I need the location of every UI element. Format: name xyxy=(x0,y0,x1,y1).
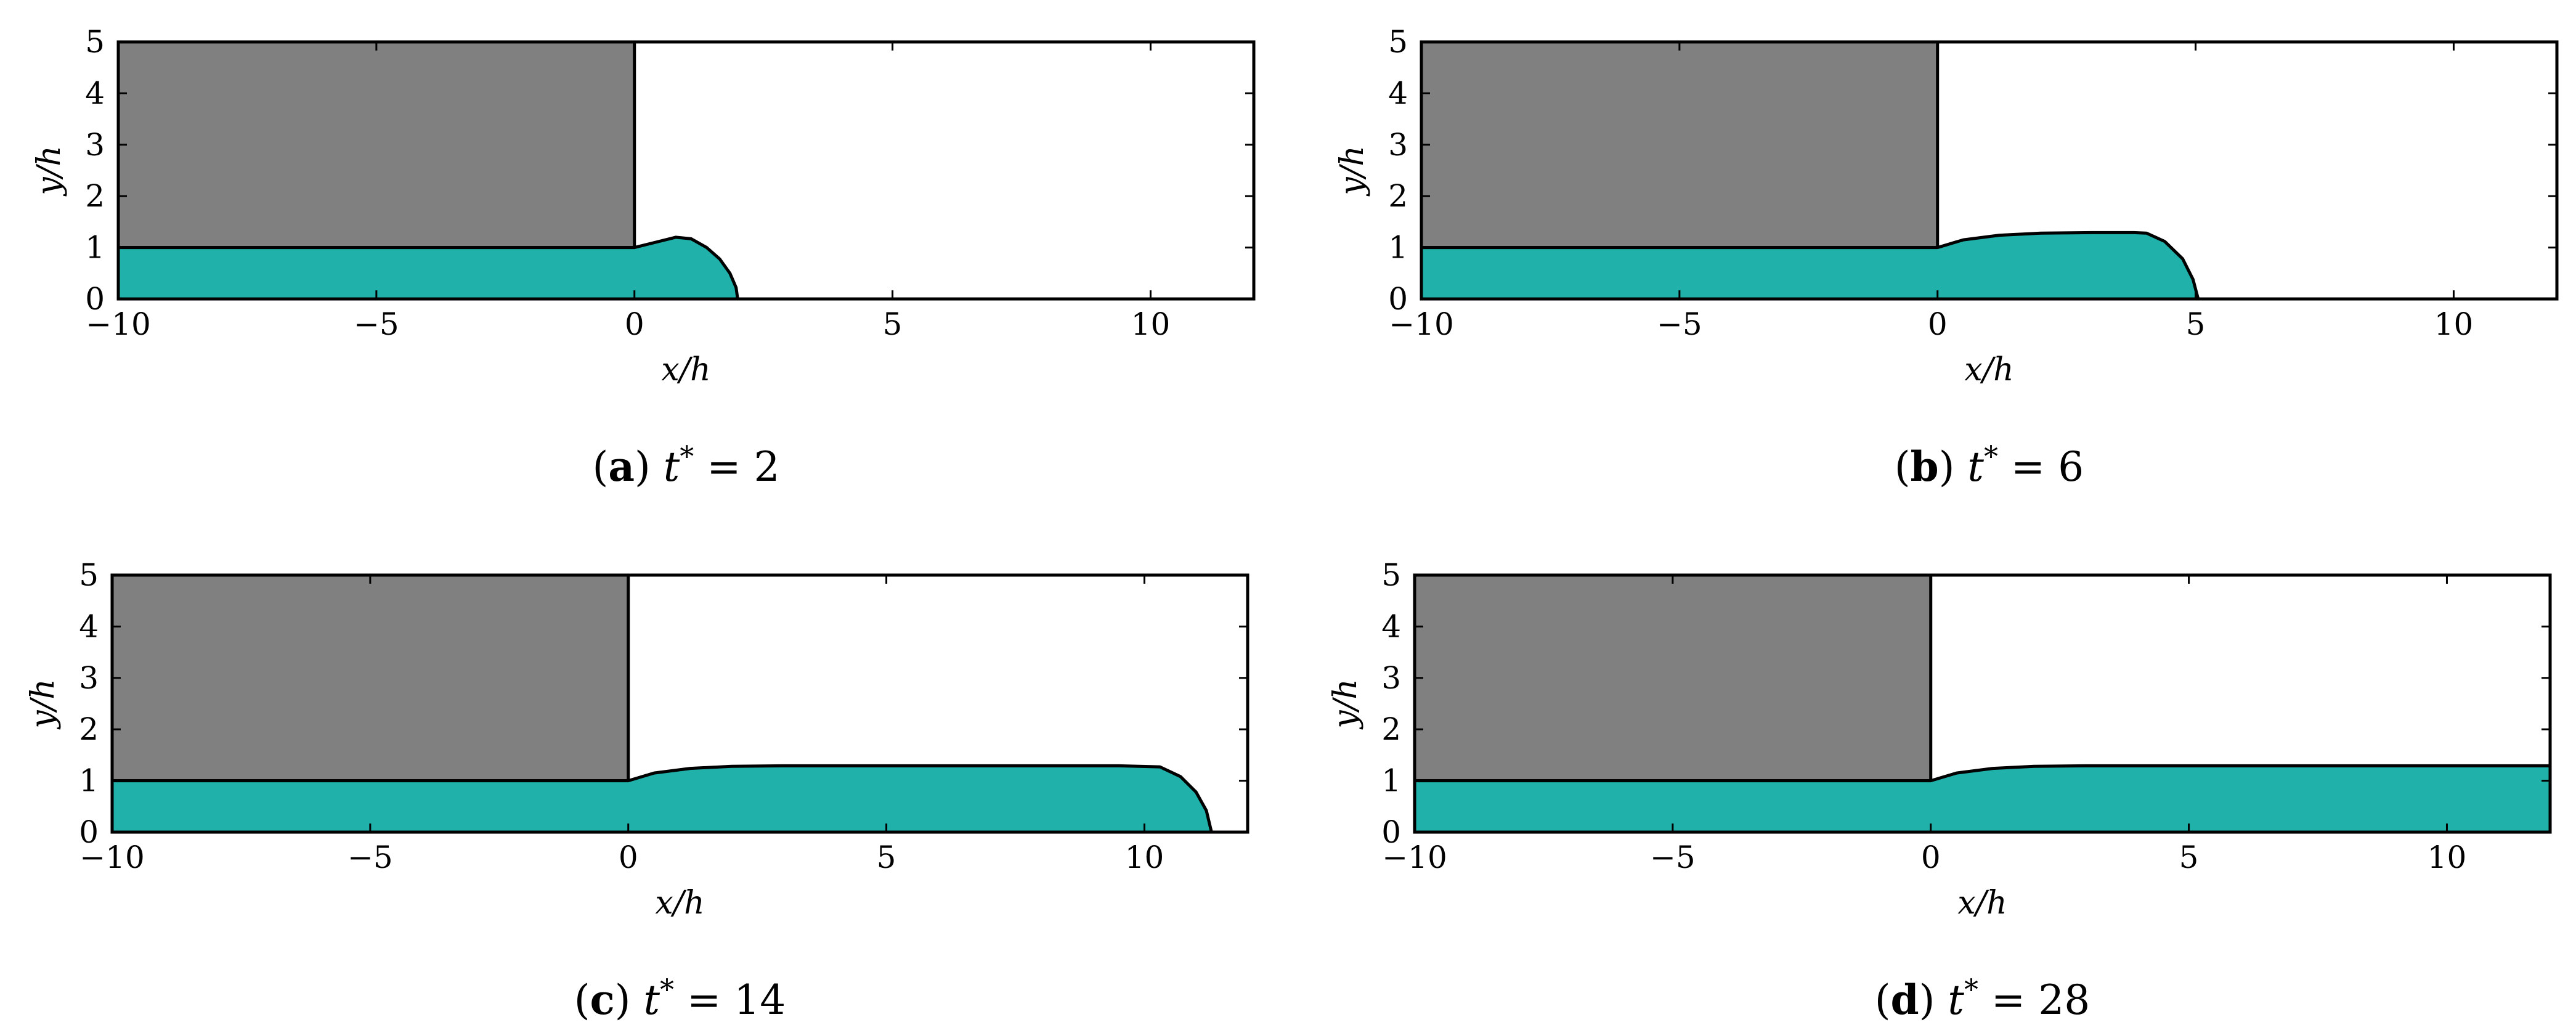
y-tick-label: 5 xyxy=(85,24,105,60)
x-tick-label: 0 xyxy=(625,306,644,342)
caption-part: ) xyxy=(615,976,644,1024)
y-tick-label: 2 xyxy=(85,178,105,214)
y-axis-label: y/h xyxy=(31,145,68,196)
plot-frame xyxy=(1420,40,2559,301)
caption-part: ( xyxy=(1875,976,1891,1024)
panel-d: −10 −5 0 5 10 0 1 2 3 4 5 x/h y/h (d) t* = 28 xyxy=(1327,557,2552,1024)
x-tick-label: −5 xyxy=(354,306,399,342)
panel-caption: (b) t* = 6 xyxy=(1895,439,2084,491)
x-tick-label: 0 xyxy=(1928,306,1948,342)
y-tick-label: 0 xyxy=(1388,281,1408,317)
caption-part: t xyxy=(664,443,680,491)
x-tick-label: 0 xyxy=(1921,840,1941,875)
y-axis-label: y/h xyxy=(1327,679,1364,729)
x-tick-label: 10 xyxy=(2434,306,2474,342)
y-tick-label: 5 xyxy=(79,557,99,593)
caption-part: ) xyxy=(635,443,664,491)
caption-part: ( xyxy=(574,976,590,1024)
x-tick-label: −5 xyxy=(347,840,393,875)
x-tick-label: 5 xyxy=(877,840,896,875)
solid-block xyxy=(1413,573,1933,783)
x-tick-label: −10 xyxy=(1382,840,1447,875)
y-tick-label: 2 xyxy=(1388,178,1408,214)
x-tick-label: 5 xyxy=(2186,306,2206,342)
panel-caption: (c) t* = 14 xyxy=(574,973,786,1024)
x-tick-label: 10 xyxy=(2428,840,2467,875)
y-tick-label: 1 xyxy=(1388,230,1408,266)
caption-part: = 28 xyxy=(1978,976,2090,1024)
x-tick-label: −5 xyxy=(1650,840,1696,875)
solid-block xyxy=(110,573,630,783)
fluid-region xyxy=(116,235,739,301)
y-axis-label: y/h xyxy=(25,679,62,729)
y-tick-label: 0 xyxy=(1381,814,1401,850)
x-tick-label: −5 xyxy=(1657,306,1702,342)
caption-part: ( xyxy=(1895,443,1911,491)
caption-part: = 2 xyxy=(694,443,779,491)
caption-part: * xyxy=(660,973,674,1006)
panel-caption: (a) t* = 2 xyxy=(592,439,779,491)
plot-frame xyxy=(116,40,1256,301)
x-tick-label: 5 xyxy=(2179,840,2199,875)
caption-part: * xyxy=(1984,439,1998,473)
y-tick-label: 4 xyxy=(85,75,105,111)
y-tick-label: 5 xyxy=(1381,557,1401,593)
x-tick-label: 10 xyxy=(1131,306,1171,342)
solid-block xyxy=(1420,40,1940,250)
caption-part: * xyxy=(1964,973,1978,1006)
y-tick-label: 0 xyxy=(85,281,105,317)
y-axis-label: y/h xyxy=(1334,145,1371,196)
caption-part: ( xyxy=(592,443,608,491)
y-tick-label: 1 xyxy=(85,230,105,266)
caption-part: a xyxy=(608,443,635,491)
y-tick-label: 3 xyxy=(1381,660,1401,696)
x-axis-label: x/h xyxy=(1964,351,2013,388)
caption-part: ) xyxy=(1939,443,1968,491)
y-tick-label: 3 xyxy=(1388,127,1408,163)
y-tick-label: 0 xyxy=(79,814,99,850)
x-tick-label: 0 xyxy=(619,840,638,875)
y-tick-label: 1 xyxy=(1381,763,1401,799)
caption-part: c xyxy=(590,976,615,1024)
y-tick-label: 2 xyxy=(79,711,99,747)
plot-frame xyxy=(1413,573,2552,834)
y-tick-label: 4 xyxy=(1388,75,1408,111)
caption-part: t xyxy=(643,976,660,1024)
caption-part: = 14 xyxy=(674,976,786,1024)
panel-c: −10 −5 0 5 10 0 1 2 3 4 5 x/h y/h (c) t* = 14 xyxy=(25,557,1249,1024)
y-tick-label: 3 xyxy=(85,127,105,163)
caption-part: t xyxy=(1967,443,1984,491)
fluid-region xyxy=(110,764,1213,834)
plot-frame xyxy=(110,573,1249,834)
panel-caption: (d) t* = 28 xyxy=(1875,973,2090,1024)
caption-part: ) xyxy=(1919,976,1948,1024)
caption-part: b xyxy=(1911,443,1939,491)
caption-part: * xyxy=(680,439,694,473)
x-axis-label: x/h xyxy=(655,885,704,922)
panel-a: −10 −5 0 5 10 0 1 2 3 4 5 x/h y/h (a) t* = 2 xyxy=(31,24,1256,491)
x-tick-label: −10 xyxy=(86,306,151,342)
caption-part: t xyxy=(1948,976,1964,1024)
y-tick-label: 4 xyxy=(1381,608,1401,644)
y-tick-label: 5 xyxy=(1388,24,1408,60)
y-tick-label: 4 xyxy=(79,608,99,644)
y-tick-label: 3 xyxy=(79,660,99,696)
caption-part: = 6 xyxy=(1998,443,2084,491)
x-axis-label: x/h xyxy=(661,351,710,388)
x-axis-label: x/h xyxy=(1957,885,2007,922)
y-tick-label: 1 xyxy=(79,763,99,799)
x-tick-label: 10 xyxy=(1125,840,1164,875)
solid-block xyxy=(116,40,636,250)
fluid-region xyxy=(1420,231,2200,301)
panel-b: −10 −5 0 5 10 0 1 2 3 4 5 x/h y/h (b) t* = 6 xyxy=(1334,24,2559,491)
x-tick-label: −10 xyxy=(1389,306,1454,342)
caption-part: d xyxy=(1891,976,1919,1024)
y-tick-label: 2 xyxy=(1381,711,1401,747)
x-tick-label: 5 xyxy=(883,306,903,342)
x-tick-label: −10 xyxy=(79,840,145,875)
